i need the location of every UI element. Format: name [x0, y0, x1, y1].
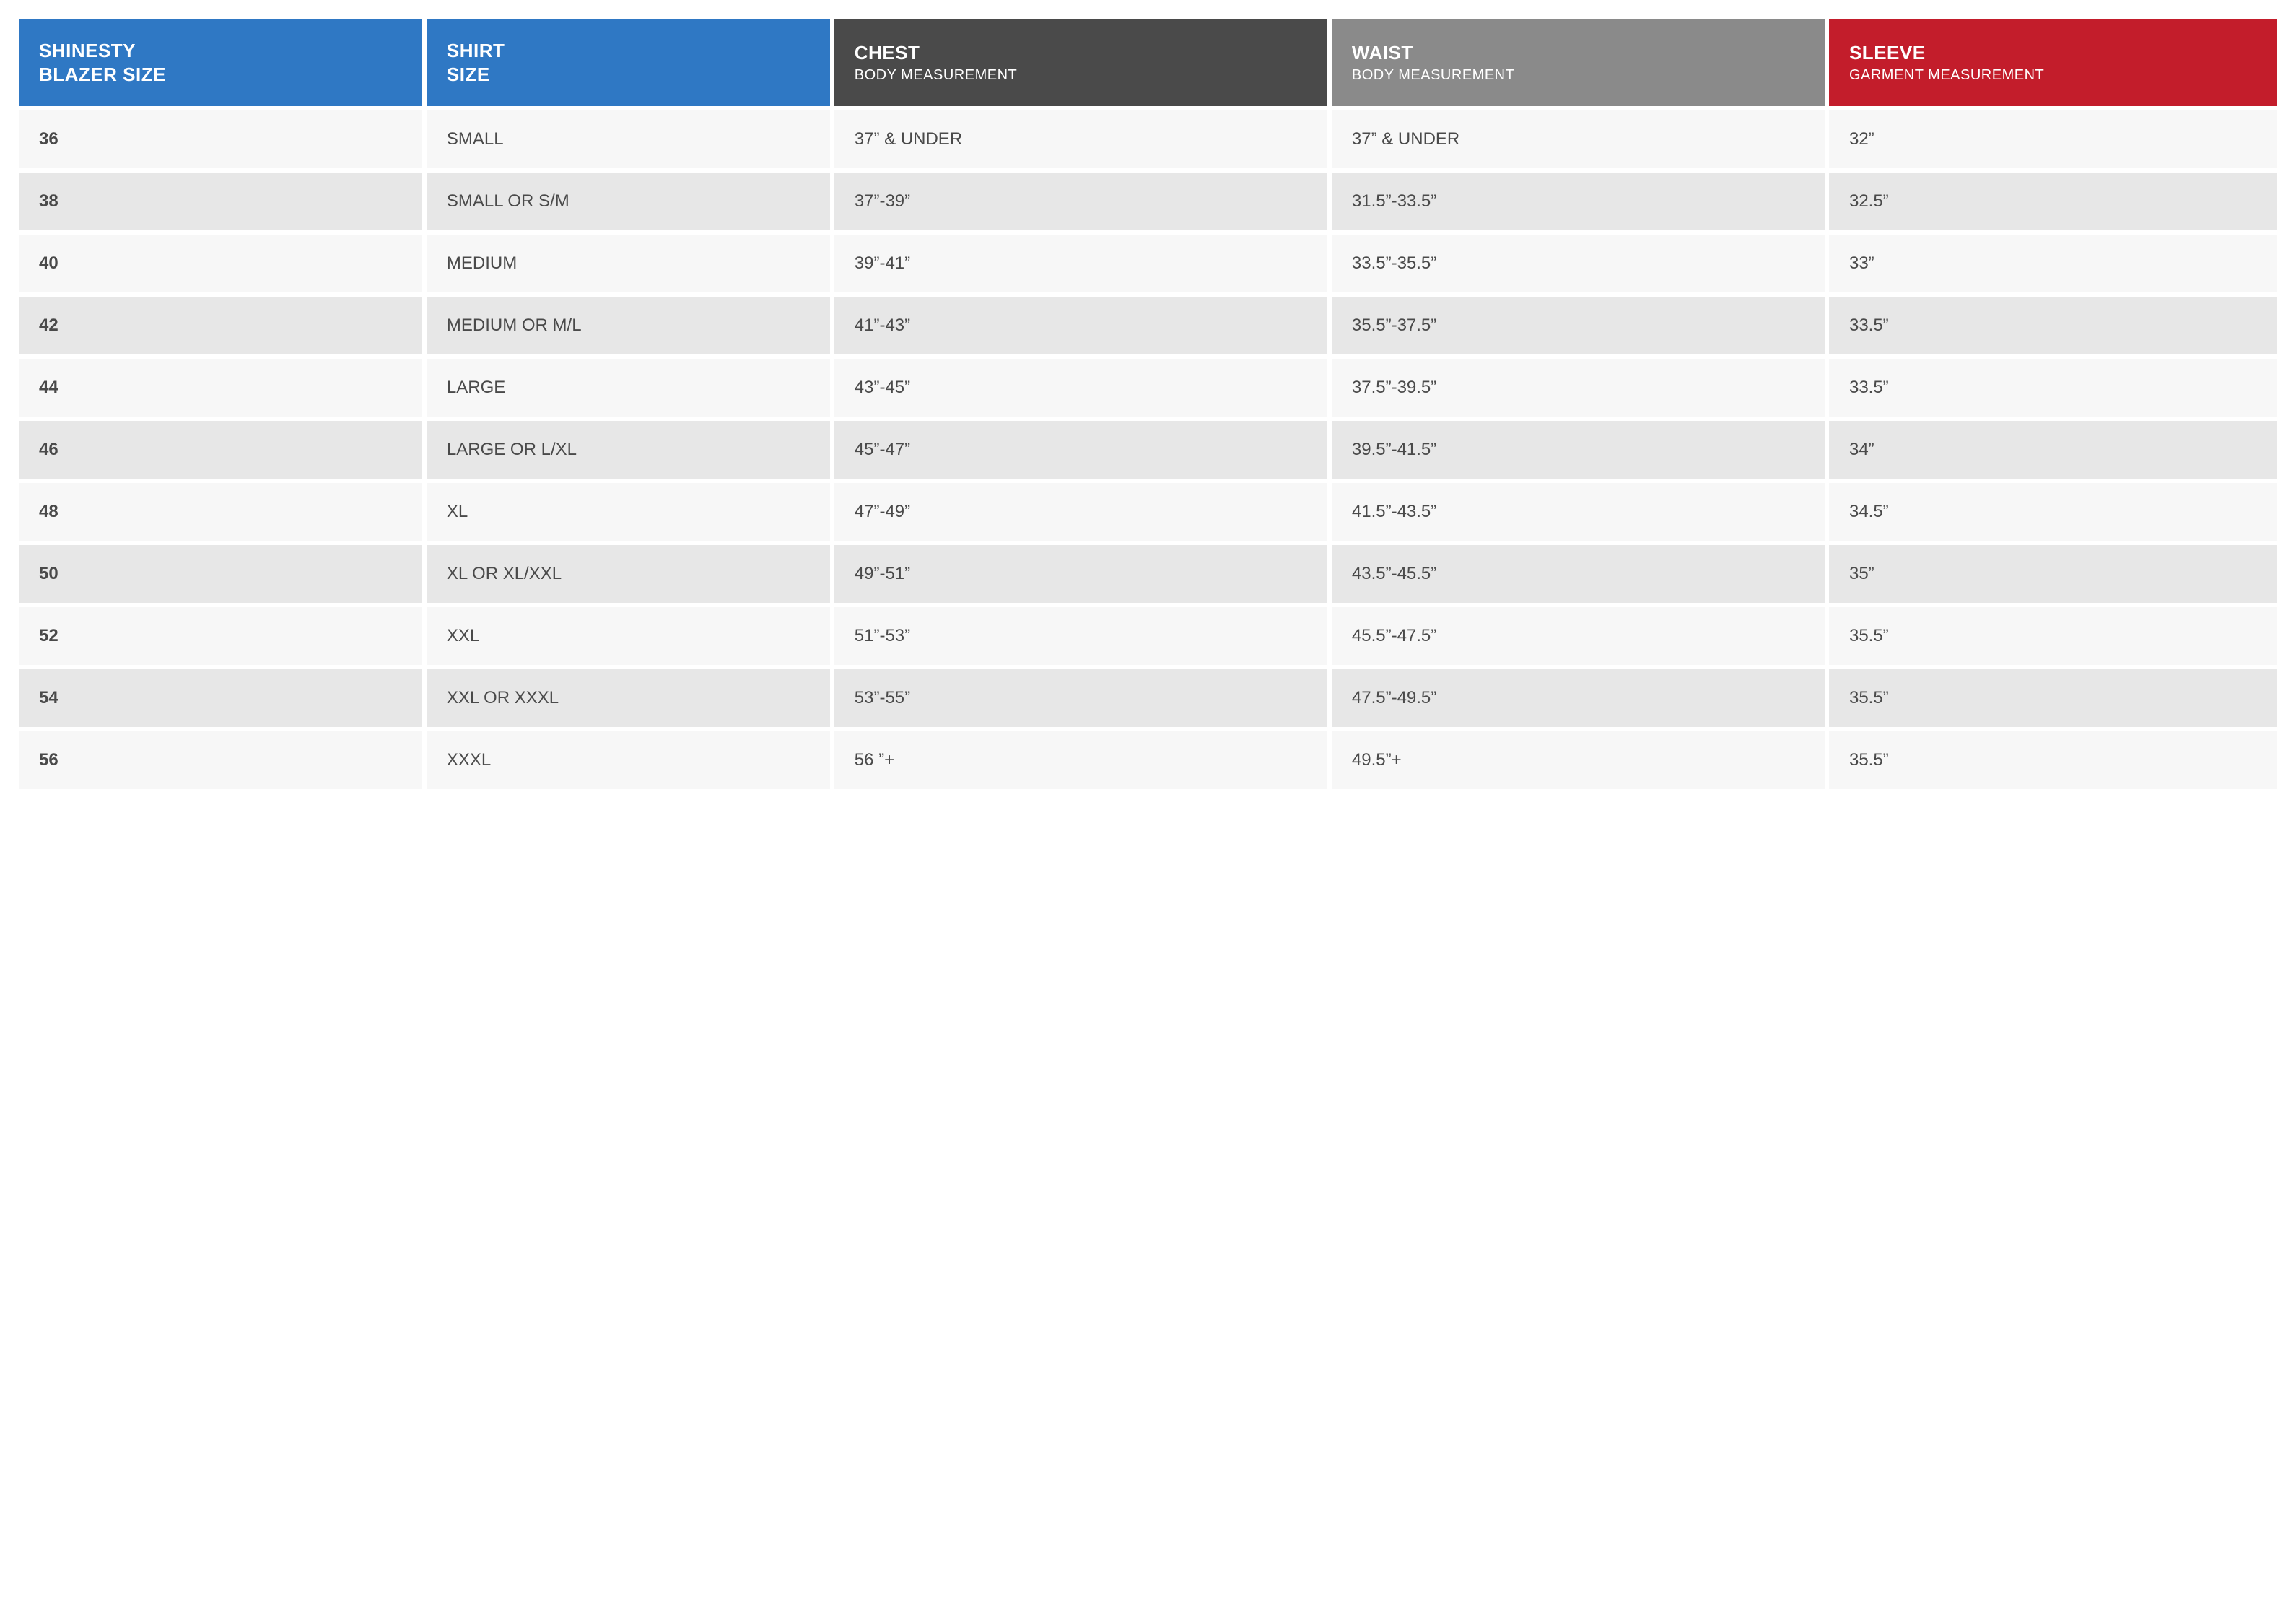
cell-waist: 41.5”-43.5”: [1332, 483, 1825, 541]
cell-chest: 41”-43”: [834, 297, 1327, 354]
cell-waist: 39.5”-41.5”: [1332, 421, 1825, 479]
column-header-subtitle: GARMENT MEASUREMENT: [1849, 67, 2257, 84]
column-header-subtitle: BODY MEASUREMENT: [855, 67, 1307, 84]
cell-blazer: 54: [19, 669, 422, 727]
column-header-title: CHEST: [855, 41, 1307, 65]
table-row: 42MEDIUM OR M/L41”-43”35.5”-37.5”33.5”: [19, 297, 2277, 354]
cell-sleeve: 35.5”: [1829, 607, 2277, 665]
cell-chest: 37”-39”: [834, 173, 1327, 230]
cell-sleeve: 33”: [1829, 235, 2277, 292]
cell-shirt: LARGE OR L/XL: [427, 421, 830, 479]
column-header-shirt: SHIRTSIZE: [427, 19, 830, 106]
cell-shirt: XL: [427, 483, 830, 541]
table-row: 50XL OR XL/XXL49”-51”43.5”-45.5”35”: [19, 545, 2277, 603]
cell-chest: 56 ”+: [834, 731, 1327, 789]
cell-sleeve: 34”: [1829, 421, 2277, 479]
cell-waist: 37” & UNDER: [1332, 110, 1825, 168]
cell-chest: 43”-45”: [834, 359, 1327, 417]
table-body: 36SMALL37” & UNDER37” & UNDER32”38SMALL …: [19, 110, 2277, 789]
column-header-sleeve: SLEEVE GARMENT MEASUREMENT: [1829, 19, 2277, 106]
cell-chest: 53”-55”: [834, 669, 1327, 727]
column-header-title: SLEEVE: [1849, 41, 2257, 65]
table-row: 36SMALL37” & UNDER37” & UNDER32”: [19, 110, 2277, 168]
cell-shirt: XL OR XL/XXL: [427, 545, 830, 603]
table-row: 38SMALL OR S/M37”-39”31.5”-33.5”32.5”: [19, 173, 2277, 230]
column-header-title: WAIST: [1352, 41, 1804, 65]
cell-blazer: 52: [19, 607, 422, 665]
cell-waist: 47.5”-49.5”: [1332, 669, 1825, 727]
table-row: 46LARGE OR L/XL45”-47”39.5”-41.5”34”: [19, 421, 2277, 479]
cell-chest: 47”-49”: [834, 483, 1327, 541]
cell-sleeve: 32.5”: [1829, 173, 2277, 230]
column-header-title: SHIRTSIZE: [447, 39, 810, 86]
cell-blazer: 46: [19, 421, 422, 479]
cell-blazer: 36: [19, 110, 422, 168]
cell-sleeve: 33.5”: [1829, 359, 2277, 417]
cell-shirt: XXL: [427, 607, 830, 665]
cell-sleeve: 35.5”: [1829, 731, 2277, 789]
column-header-title: SHINESTYBLAZER SIZE: [39, 39, 402, 86]
cell-waist: 31.5”-33.5”: [1332, 173, 1825, 230]
cell-chest: 39”-41”: [834, 235, 1327, 292]
cell-chest: 37” & UNDER: [834, 110, 1327, 168]
cell-blazer: 48: [19, 483, 422, 541]
size-chart-table: SHINESTYBLAZER SIZE SHIRTSIZE CHEST BODY ME…: [14, 14, 2282, 793]
cell-chest: 51”-53”: [834, 607, 1327, 665]
cell-waist: 33.5”-35.5”: [1332, 235, 1825, 292]
cell-chest: 49”-51”: [834, 545, 1327, 603]
cell-sleeve: 33.5”: [1829, 297, 2277, 354]
cell-chest: 45”-47”: [834, 421, 1327, 479]
cell-sleeve: 32”: [1829, 110, 2277, 168]
table-row: 56XXXL56 ”+49.5”+35.5”: [19, 731, 2277, 789]
table-row: 40MEDIUM39”-41”33.5”-35.5”33”: [19, 235, 2277, 292]
cell-blazer: 40: [19, 235, 422, 292]
cell-waist: 43.5”-45.5”: [1332, 545, 1825, 603]
table-header: SHINESTYBLAZER SIZE SHIRTSIZE CHEST BODY ME…: [19, 19, 2277, 106]
cell-sleeve: 35”: [1829, 545, 2277, 603]
cell-blazer: 56: [19, 731, 422, 789]
cell-blazer: 44: [19, 359, 422, 417]
cell-waist: 49.5”+: [1332, 731, 1825, 789]
cell-sleeve: 34.5”: [1829, 483, 2277, 541]
cell-blazer: 42: [19, 297, 422, 354]
table-row: 44LARGE43”-45”37.5”-39.5”33.5”: [19, 359, 2277, 417]
cell-blazer: 50: [19, 545, 422, 603]
cell-shirt: XXXL: [427, 731, 830, 789]
column-header-subtitle: BODY MEASUREMENT: [1352, 67, 1804, 84]
cell-shirt: MEDIUM OR M/L: [427, 297, 830, 354]
cell-shirt: XXL OR XXXL: [427, 669, 830, 727]
column-header-waist: WAIST BODY MEASUREMENT: [1332, 19, 1825, 106]
cell-shirt: SMALL OR S/M: [427, 173, 830, 230]
cell-shirt: SMALL: [427, 110, 830, 168]
table-row: 54XXL OR XXXL53”-55”47.5”-49.5”35.5”: [19, 669, 2277, 727]
cell-shirt: MEDIUM: [427, 235, 830, 292]
cell-waist: 37.5”-39.5”: [1332, 359, 1825, 417]
cell-blazer: 38: [19, 173, 422, 230]
column-header-blazer: SHINESTYBLAZER SIZE: [19, 19, 422, 106]
cell-shirt: LARGE: [427, 359, 830, 417]
cell-sleeve: 35.5”: [1829, 669, 2277, 727]
cell-waist: 35.5”-37.5”: [1332, 297, 1825, 354]
table-row: 48XL47”-49”41.5”-43.5”34.5”: [19, 483, 2277, 541]
table-row: 52XXL51”-53”45.5”-47.5”35.5”: [19, 607, 2277, 665]
cell-waist: 45.5”-47.5”: [1332, 607, 1825, 665]
column-header-chest: CHEST BODY MEASUREMENT: [834, 19, 1327, 106]
